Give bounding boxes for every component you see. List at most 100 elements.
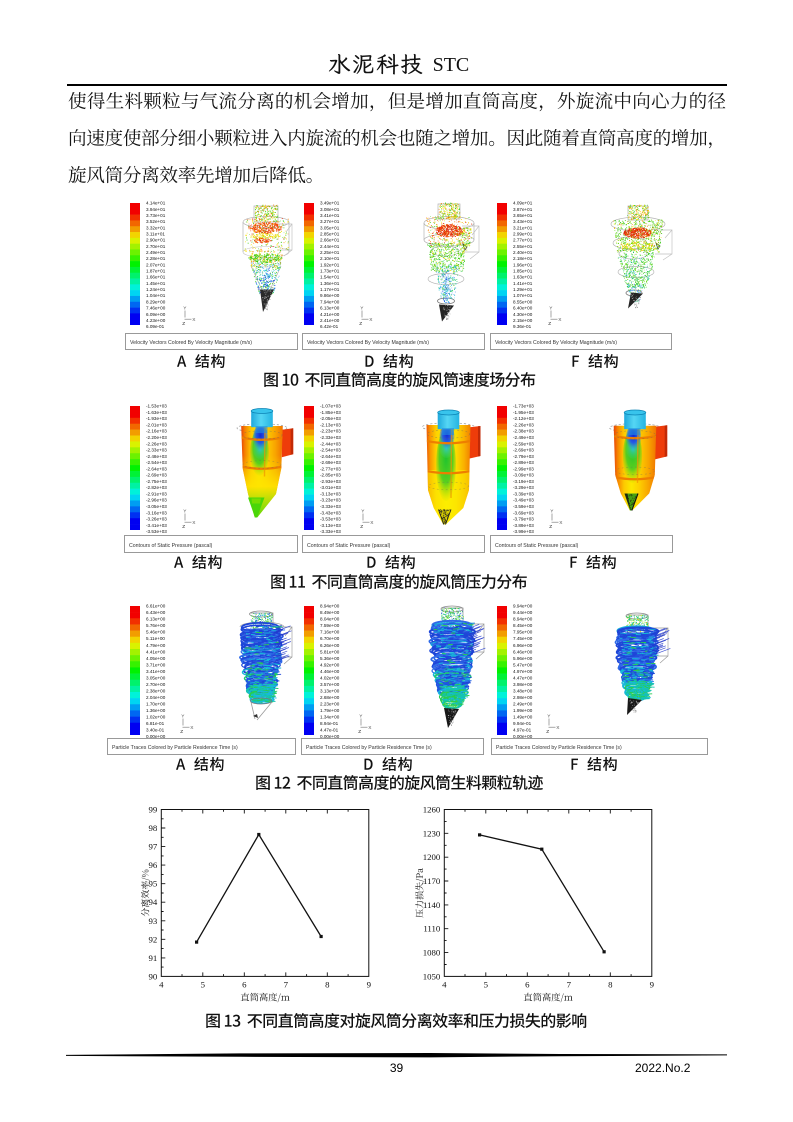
svg-text:Y: Y [181, 714, 185, 720]
svg-text:Contours of Static Pressure (p: Contours of Static Pressure (pascal) [129, 543, 213, 549]
svg-text:X: X [556, 725, 560, 731]
svg-text:9: 9 [650, 979, 655, 989]
svg-text:-3.05e+03: -3.05e+03 [146, 504, 167, 509]
svg-text:-2.38e+03: -2.38e+03 [513, 429, 534, 434]
svg-text:-1.85e+03: -1.85e+03 [320, 410, 341, 415]
svg-text:2.49e+01: 2.49e+01 [146, 250, 166, 255]
svg-text:8.49e+00: 8.49e+00 [320, 610, 340, 615]
svg-text:STC: STC [432, 54, 469, 76]
svg-text:7.94e+00: 7.94e+00 [320, 299, 340, 304]
svg-text:-2.89e+03: -2.89e+03 [513, 460, 534, 465]
svg-text:1.73e+01: 1.73e+01 [320, 269, 340, 274]
svg-text:-3.53e+03: -3.53e+03 [146, 529, 167, 534]
svg-text:-3.09e+03: -3.09e+03 [513, 473, 534, 478]
svg-text:7.45e+00: 7.45e+00 [513, 636, 533, 641]
svg-text:Y: Y [547, 714, 551, 720]
svg-text:Contours of Static Pressure (p: Contours of Static Pressure (pascal) [495, 543, 579, 549]
svg-text:1.92e+01: 1.92e+01 [320, 262, 340, 267]
svg-text:-2.16e+03: -2.16e+03 [146, 429, 167, 434]
svg-text:Z: Z [546, 729, 549, 735]
svg-text:Y: Y [359, 714, 363, 720]
svg-text:0.00e+00: 0.00e+00 [513, 734, 533, 739]
svg-text:3.98e+00: 3.98e+00 [513, 682, 533, 687]
svg-text:3.08e+01: 3.08e+01 [320, 207, 340, 212]
svg-text:4.21e+00: 4.21e+00 [320, 312, 340, 317]
svg-text:Y: Y [550, 509, 554, 515]
svg-text:2.07e+01: 2.07e+01 [146, 262, 166, 267]
svg-text:-2.69e+03: -2.69e+03 [146, 473, 167, 478]
svg-text:Z: Z [549, 524, 552, 530]
svg-text:4.41e+00: 4.41e+00 [146, 649, 166, 654]
svg-text:-2.85e+03: -2.85e+03 [320, 473, 341, 478]
svg-text:3.05e+00: 3.05e+00 [146, 675, 166, 680]
svg-text:-3.29e+03: -3.29e+03 [513, 485, 534, 490]
svg-text:9: 9 [367, 979, 372, 989]
svg-text:-2.33e+03: -2.33e+03 [320, 435, 341, 440]
svg-text:8.94e+00: 8.94e+00 [513, 617, 533, 622]
svg-text:-2.23e+03: -2.23e+03 [320, 429, 341, 434]
svg-text:2.85e+01: 2.85e+01 [320, 231, 340, 236]
svg-text:-2.05e+03: -2.05e+03 [320, 416, 341, 421]
svg-text:8.55e+00: 8.55e+00 [513, 299, 533, 304]
svg-text:1.96e+01: 1.96e+01 [513, 262, 533, 267]
svg-text:6.70e+00: 6.70e+00 [320, 636, 340, 641]
svg-text:1.79e+00: 1.79e+00 [320, 708, 340, 713]
svg-text:3.43e+01: 3.43e+01 [513, 219, 533, 224]
svg-text:-1.63e+03: -1.63e+03 [146, 410, 167, 415]
svg-text:3.49e+01: 3.49e+01 [320, 201, 340, 206]
svg-text:9.44e+00: 9.44e+00 [513, 610, 533, 615]
svg-text:97: 97 [149, 842, 158, 852]
svg-text:-2.33e+03: -2.33e+03 [146, 448, 167, 453]
svg-text:2.10e+01: 2.10e+01 [320, 256, 340, 261]
svg-text:1.49e+00: 1.49e+00 [513, 715, 533, 720]
svg-text:4: 4 [442, 979, 447, 989]
svg-text:2.23e+00: 2.23e+00 [320, 701, 340, 706]
svg-text:-2.64e+03: -2.64e+03 [320, 454, 341, 459]
svg-text:5: 5 [484, 979, 489, 989]
svg-text:8.45e+00: 8.45e+00 [513, 623, 533, 628]
svg-text:Z: Z [548, 321, 551, 327]
svg-text:-3.49e+03: -3.49e+03 [513, 498, 534, 503]
svg-text:6.42e-01: 6.42e-01 [320, 324, 339, 329]
svg-text:-2.96e+03: -2.96e+03 [146, 498, 167, 503]
svg-text:1230: 1230 [423, 828, 441, 838]
svg-text:3.94e+01: 3.94e+01 [146, 207, 166, 212]
svg-text:1.17e+01: 1.17e+01 [320, 287, 340, 292]
svg-text:4.23e+00: 4.23e+00 [146, 318, 166, 323]
svg-text:-3.23e+03: -3.23e+03 [320, 498, 341, 503]
svg-text:-2.91e+03: -2.91e+03 [146, 491, 167, 496]
svg-text:7.16e+00: 7.16e+00 [320, 630, 340, 635]
svg-text:4.79e+00: 4.79e+00 [146, 643, 166, 648]
svg-text:1080: 1080 [423, 948, 441, 958]
svg-text:Y: Y [549, 306, 553, 312]
svg-text:2.25e+01: 2.25e+01 [320, 250, 340, 255]
svg-text:3.52e+01: 3.52e+01 [146, 219, 166, 224]
svg-text:-2.12e+03: -2.12e+03 [513, 416, 534, 421]
svg-text:-2.99e+03: -2.99e+03 [513, 466, 534, 471]
svg-text:-3.13e+03: -3.13e+03 [320, 491, 341, 496]
svg-text:7.95e+00: 7.95e+00 [513, 630, 533, 635]
svg-text:6.26e+00: 6.26e+00 [320, 643, 340, 648]
svg-text:3.32e+01: 3.32e+01 [146, 225, 166, 230]
svg-text:-1.73e+03: -1.73e+03 [513, 404, 534, 409]
svg-text:6.13e+00: 6.13e+00 [146, 617, 166, 622]
svg-text:0.00e+00: 0.00e+00 [146, 734, 166, 739]
svg-text:9.94e-01: 9.94e-01 [513, 721, 532, 726]
svg-text:3.41e+01: 3.41e+01 [320, 213, 340, 218]
svg-text:2.04e+00: 2.04e+00 [146, 695, 166, 700]
svg-text:8: 8 [325, 979, 330, 989]
svg-text:8.94e-01: 8.94e-01 [320, 721, 339, 726]
svg-text:-2.59e+03: -2.59e+03 [513, 441, 534, 446]
svg-text:4.97e-01: 4.97e-01 [513, 728, 532, 733]
svg-text:96: 96 [149, 860, 158, 870]
svg-text:-3.79e+03: -3.79e+03 [513, 517, 534, 522]
svg-text:-3.69e+03: -3.69e+03 [513, 510, 534, 515]
svg-text:1110: 1110 [423, 924, 441, 934]
svg-text:3.71e+00: 3.71e+00 [146, 662, 166, 667]
svg-text:91: 91 [149, 953, 158, 963]
svg-text:8.94e+00: 8.94e+00 [320, 604, 340, 609]
svg-text:92: 92 [149, 934, 158, 944]
svg-text:-3.26e+03: -3.26e+03 [146, 517, 167, 522]
svg-text:X: X [370, 520, 374, 526]
svg-text:Y: Y [360, 306, 364, 312]
